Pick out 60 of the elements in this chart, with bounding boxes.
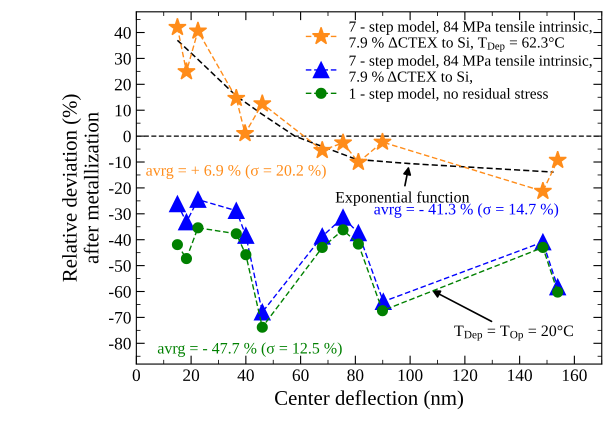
point	[349, 152, 368, 170]
point	[192, 222, 204, 234]
point	[178, 214, 195, 230]
y-tick-label: 0	[123, 130, 131, 142]
annotation: T$_{Dep}$ = T$_{Op}$ = 20°C	[454, 325, 573, 341]
point	[230, 228, 242, 240]
point	[534, 182, 552, 200]
point	[548, 150, 567, 168]
x-tick-label: 60	[292, 369, 309, 382]
point	[253, 94, 272, 112]
point	[316, 242, 328, 254]
x-tick-label: 140	[508, 369, 532, 382]
y-tick-label: -40	[108, 234, 131, 246]
point	[254, 304, 271, 321]
point	[256, 322, 268, 333]
x-tick-label: 120	[453, 369, 478, 382]
point	[312, 140, 332, 158]
point	[376, 305, 388, 316]
point	[337, 224, 349, 236]
y-tick-label: -30	[108, 208, 131, 220]
y-tick-label: -10	[108, 156, 131, 168]
x-tick-label: 80	[347, 369, 364, 382]
y-tick-label: 30	[114, 52, 131, 65]
point	[226, 88, 246, 106]
y-tick-label: 10	[116, 104, 131, 116]
annotation: avrg = - 41.3 % (σ = 14.7 %)	[374, 203, 558, 218]
point	[236, 124, 254, 142]
y-tick-label: 40	[114, 26, 131, 39]
point	[352, 238, 364, 250]
y-tick-label: 20	[114, 78, 131, 91]
x-tick-label: 40	[238, 369, 254, 382]
point	[373, 132, 392, 150]
x-tick-label: 0	[132, 369, 140, 382]
y-tick-label: -50	[108, 260, 131, 272]
annotation: avrg = - 47.7 % (σ = 12.5 %)	[158, 342, 342, 357]
point	[228, 202, 245, 220]
point	[238, 227, 254, 244]
point	[168, 18, 187, 36]
legend-label: 7 - step model, 84 MPa tensile intrinsic, 7.9 % ΔCTEX to Si,	[350, 55, 592, 84]
x-tick-label: 20	[183, 369, 200, 382]
point	[177, 62, 196, 80]
point	[180, 253, 192, 264]
legend-label: 1 - step model, no residual stress	[350, 88, 548, 102]
annotation: avrg = + 6.9 % (σ = 20.2 %)	[146, 164, 326, 180]
y-tick-label: -20	[108, 182, 131, 194]
x-tick-label: 160	[562, 369, 587, 382]
y-tick-label: -70	[108, 312, 131, 324]
x-axis-title: Center deflection (nm)	[275, 390, 464, 410]
y-axis-title: Relative deviation (%) after metallization	[62, 94, 99, 282]
point	[240, 249, 252, 260]
point	[169, 196, 186, 212]
point	[334, 133, 352, 151]
legend-label: 7 - step model, 84 MPa tensile intrinsic, 7.9 % ΔCTEX to Si, T$_{Dep}$ = 62.3°C	[350, 20, 592, 52]
point	[172, 239, 183, 250]
point	[190, 191, 206, 208]
x-tick-label: 100	[398, 369, 422, 382]
y-tick-label: -60	[108, 286, 131, 298]
y-tick-label: -80	[108, 338, 131, 350]
point	[334, 209, 352, 226]
point	[188, 21, 208, 39]
